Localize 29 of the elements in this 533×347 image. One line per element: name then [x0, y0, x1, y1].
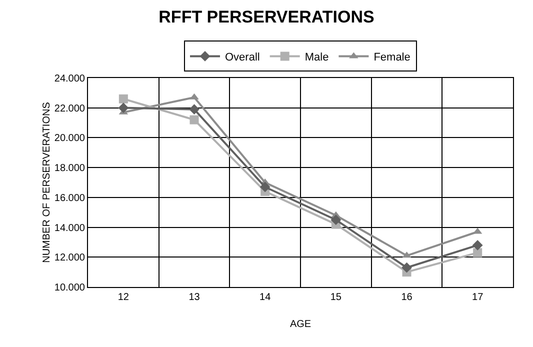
y-tick-label: 16.000 [54, 192, 86, 204]
y-axis-title: NUMBER OF PERSERVERATIONS [41, 102, 52, 263]
point [190, 115, 199, 124]
x-tick-label: 15 [330, 292, 342, 303]
point [330, 214, 342, 226]
x-axis-title: AGE [290, 319, 312, 330]
y-tick-label: 18.000 [54, 163, 86, 174]
legend-label: Overall [225, 52, 260, 64]
legend-label: Female [374, 52, 410, 64]
legend-label: Male [304, 52, 329, 64]
x-tick-label: 14 [260, 292, 272, 303]
point [118, 94, 128, 104]
point [189, 104, 200, 115]
x-tick-label: 16 [401, 292, 413, 303]
point [260, 182, 270, 192]
x-tick-label: 17 [472, 292, 484, 303]
point [473, 248, 482, 258]
x-tick-label: 13 [188, 292, 200, 303]
x-tick-label: 12 [118, 292, 130, 303]
y-tick-label: 14.000 [54, 222, 86, 234]
point [118, 102, 129, 114]
point [402, 262, 412, 273]
y-tick-label: 10.000 [54, 282, 86, 294]
y-tick-label: 20.000 [54, 133, 86, 144]
y-tick-label: 24.000 [54, 74, 86, 84]
y-tick-label: 22.000 [54, 103, 86, 114]
y-tick-label: 12.000 [54, 252, 86, 264]
chart-title: RFFT PERSERVERATIONS [158, 7, 374, 26]
point [472, 240, 483, 250]
